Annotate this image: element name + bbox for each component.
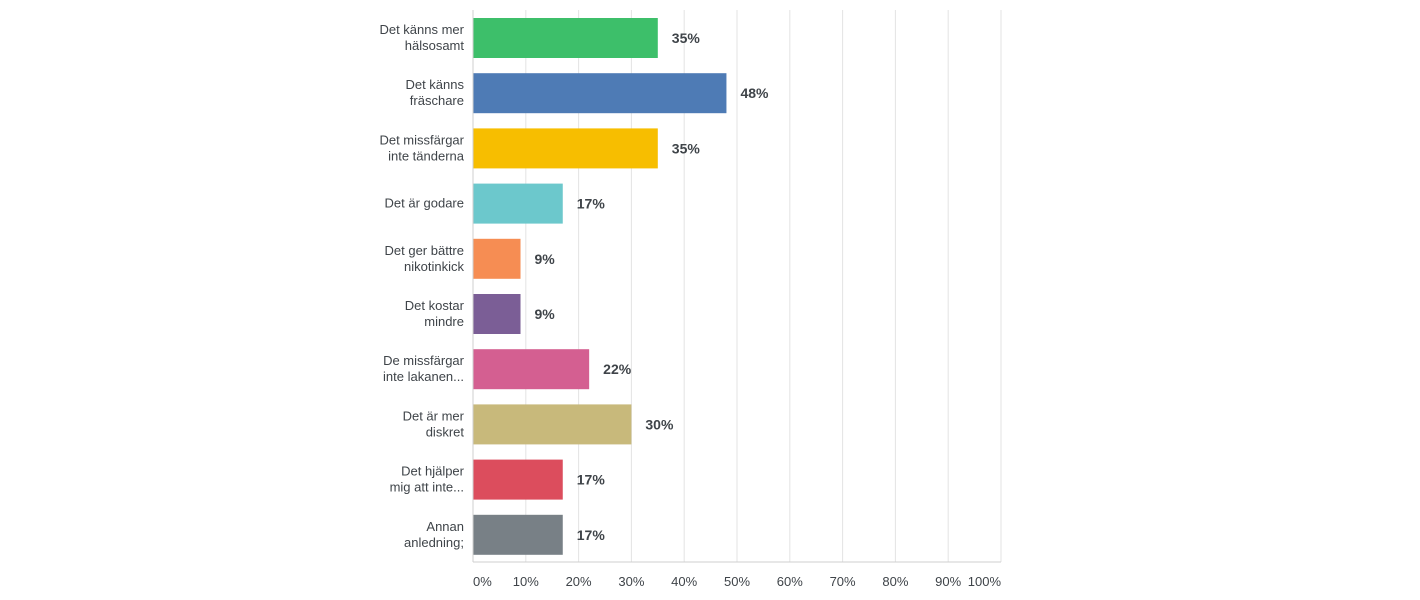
category-label: De missfärgar <box>383 353 465 368</box>
bar <box>473 183 563 224</box>
category-label: anledning; <box>404 535 464 550</box>
x-tick-label: 30% <box>618 574 644 589</box>
x-tick-label: 40% <box>671 574 697 589</box>
x-tick-label: 50% <box>724 574 750 589</box>
category-label: hälsosamt <box>405 38 465 53</box>
data-label: 9% <box>535 251 556 267</box>
data-label: 35% <box>672 30 701 46</box>
category-label: Det ger bättre <box>385 243 465 258</box>
category-label: Annan <box>426 519 464 534</box>
bar <box>473 238 521 279</box>
x-tick-label: 0% <box>473 574 492 589</box>
category-label: Det är godare <box>385 196 465 211</box>
data-label: 9% <box>535 306 556 322</box>
data-label: 35% <box>672 140 701 156</box>
category-label: Det missfärgar <box>379 132 464 147</box>
data-label: 17% <box>577 472 606 488</box>
bar <box>473 73 727 114</box>
x-tick-label: 20% <box>566 574 592 589</box>
category-label: mindre <box>424 314 464 329</box>
bar <box>473 404 632 445</box>
data-label: 17% <box>577 527 606 543</box>
bar <box>473 294 521 334</box>
data-label: 30% <box>645 416 674 432</box>
x-tick-label: 90% <box>935 574 961 589</box>
category-label: mig att inte... <box>390 480 464 495</box>
bar <box>473 128 658 169</box>
category-label: Det är mer <box>403 408 465 423</box>
x-tick-label: 60% <box>777 574 803 589</box>
x-tick-label: 10% <box>513 574 539 589</box>
category-label: Det kostar <box>405 298 465 313</box>
x-tick-label: 70% <box>830 574 856 589</box>
bar <box>473 514 563 555</box>
category-label: Det känns mer <box>379 22 464 37</box>
x-tick-label: 100% <box>968 574 1002 589</box>
bar <box>473 349 590 390</box>
x-tick-label: 80% <box>882 574 908 589</box>
category-label: nikotinkick <box>404 259 464 274</box>
category-label: inte tänderna <box>388 148 465 163</box>
category-label: fräschare <box>410 93 464 108</box>
category-label: inte lakanen... <box>383 369 464 384</box>
bar <box>473 18 658 58</box>
data-label: 17% <box>577 196 606 212</box>
category-label: diskret <box>426 424 465 439</box>
data-label: 22% <box>603 361 632 377</box>
data-label: 48% <box>740 85 769 101</box>
category-label: Det känns <box>405 77 464 92</box>
bar <box>473 459 563 500</box>
category-label: Det hjälper <box>401 464 465 479</box>
